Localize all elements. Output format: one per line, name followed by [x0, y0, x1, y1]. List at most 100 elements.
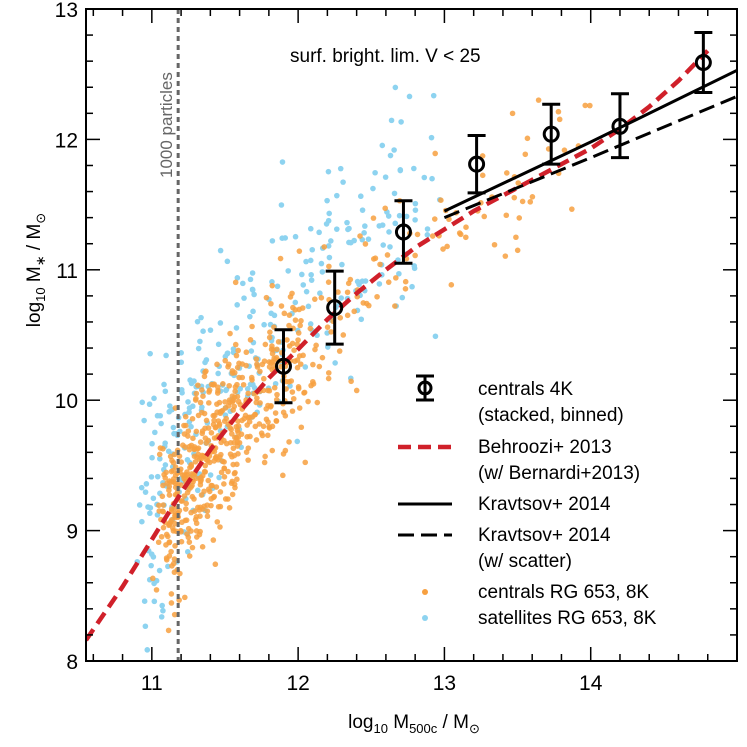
satellite-point: [157, 455, 163, 462]
satellite-point: [326, 254, 333, 261]
central-point: [232, 484, 238, 491]
central-point: [188, 442, 195, 449]
satellite-point: [195, 345, 202, 352]
x-tick-label: 13: [433, 672, 456, 695]
central-point: [197, 399, 204, 406]
central-point: [555, 108, 562, 115]
central-point: [205, 437, 212, 444]
central-point: [160, 445, 166, 452]
central-point: [535, 97, 542, 103]
central-point: [370, 215, 377, 221]
central-point: [311, 296, 318, 302]
central-point: [266, 425, 273, 431]
central-point: [296, 405, 303, 411]
central-point: [150, 575, 156, 582]
central-point: [266, 334, 273, 341]
satellite-point: [354, 278, 361, 285]
satellite-point: [150, 495, 157, 502]
central-point: [171, 611, 178, 618]
central-point: [231, 403, 238, 410]
central-point: [325, 375, 332, 382]
central-point: [221, 481, 227, 487]
central-point: [196, 507, 203, 513]
legend-label: Kravtsov+ 2014: [478, 494, 611, 515]
satellite-point: [302, 364, 309, 370]
central-point: [166, 487, 172, 494]
central-point: [232, 469, 238, 476]
central-point: [216, 399, 223, 406]
central-point: [385, 279, 392, 285]
central-point: [246, 414, 253, 421]
satellite-point: [261, 321, 267, 328]
plot-area: [86, 9, 737, 661]
satellite-point: [358, 316, 365, 323]
satellite-point: [203, 357, 210, 363]
satellite-point: [396, 212, 403, 219]
central-point: [257, 400, 263, 406]
central-point: [199, 544, 206, 550]
satellite-point: [365, 236, 372, 242]
satellite-point: [432, 333, 439, 340]
central-point: [299, 305, 306, 311]
central-point: [289, 408, 296, 414]
satellite-point: [250, 308, 256, 315]
central-point: [178, 538, 185, 545]
central-point: [182, 594, 188, 601]
central-point: [221, 459, 227, 465]
central-point: [235, 418, 241, 424]
central-point: [227, 451, 234, 457]
satellite-point: [406, 93, 413, 100]
central-point: [235, 398, 242, 405]
central-point: [222, 357, 229, 364]
satellite-point: [151, 598, 158, 605]
central-point: [188, 461, 195, 468]
satellite-point: [307, 257, 314, 264]
central-point: [206, 387, 213, 393]
satellite-point: [351, 237, 357, 244]
legend: centrals 4K (stacked, binned) Behroozi+ 20…: [398, 374, 657, 629]
central-point: [292, 317, 299, 323]
central-point: [281, 310, 288, 317]
central-point: [265, 387, 271, 394]
central-point: [156, 451, 163, 458]
central-point: [365, 302, 372, 309]
satellite-point: [189, 403, 196, 410]
central-point: [261, 375, 267, 382]
central-point: [262, 341, 269, 348]
central-point: [269, 282, 276, 289]
central-point: [245, 390, 251, 397]
satellite-point: [292, 299, 299, 306]
central-point: [188, 528, 194, 534]
central-point: [372, 255, 379, 262]
central-point: [515, 180, 522, 186]
satellite-point: [274, 283, 281, 290]
satellite-point: [269, 238, 276, 244]
central-point: [362, 241, 369, 247]
central-point: [192, 459, 199, 465]
satellite-point: [149, 454, 155, 461]
satellite-point: [184, 456, 191, 463]
central-point: [377, 261, 383, 268]
central-point: [166, 520, 173, 527]
central-point: [188, 509, 194, 516]
satellite-point: [409, 283, 415, 290]
satellite-point: [249, 270, 256, 276]
satellite-point: [152, 429, 158, 436]
central-point: [239, 417, 245, 424]
centrals-4k-point: [542, 125, 560, 143]
central-point: [340, 332, 347, 338]
satellite-point: [147, 350, 153, 357]
central-point: [513, 234, 519, 241]
satellite-point: [141, 598, 148, 604]
satellite-point: [200, 328, 206, 335]
central-point: [199, 387, 205, 393]
satellite-point: [154, 473, 161, 480]
central-point: [208, 429, 215, 436]
central-point: [156, 502, 162, 509]
satellite-point: [345, 226, 351, 233]
central-point: [527, 199, 534, 205]
satellite-point: [398, 119, 404, 125]
central-point: [166, 492, 173, 498]
